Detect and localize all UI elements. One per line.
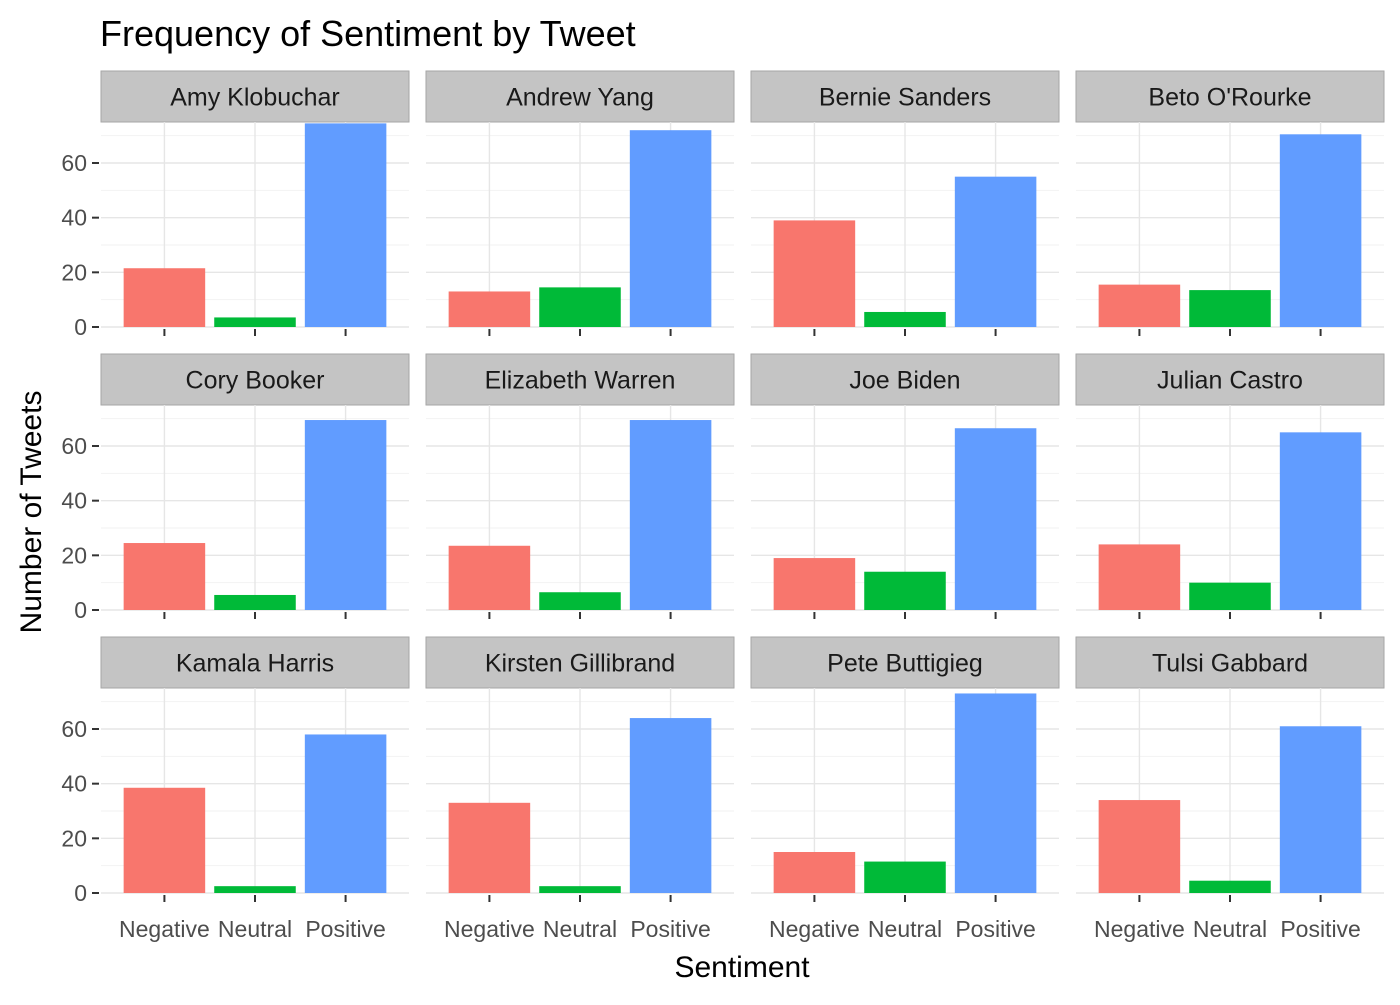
- bar-tulsi-gabbard-neutral: [1189, 880, 1271, 893]
- bar-andrew-yang-negative: [448, 291, 531, 327]
- bar-kamala-harris-neutral: [214, 886, 296, 893]
- facet-strip-beto-o-rourke: [1075, 70, 1385, 123]
- y-tick-label: 40: [61, 771, 87, 797]
- facet-panel-beto-o-rourke: Beto O'Rourke: [1075, 70, 1385, 336]
- facet-strip-andrew-yang: [425, 70, 735, 123]
- facet-label-kirsten-gillibrand: Kirsten Gillibrand: [485, 650, 675, 678]
- facet-strip-tulsi-gabbard: [1075, 636, 1385, 689]
- y-tick-label: 60: [61, 716, 87, 742]
- facet-label-pete-buttigieg: Pete Buttigieg: [827, 650, 983, 678]
- facet-panel-andrew-yang: Andrew Yang: [425, 70, 735, 336]
- bar-cory-booker-negative: [123, 543, 206, 610]
- x-tick-label: Negative: [769, 916, 860, 942]
- facet-panel-cory-booker: Cory Booker 0 20 40 60: [61, 353, 410, 623]
- facet-panel-pete-buttigieg: Pete Buttigieg Negative Neutral Positive: [750, 636, 1060, 942]
- bar-beto-o-rourke-neutral: [1189, 290, 1271, 327]
- facet-label-cory-booker: Cory Booker: [186, 367, 325, 395]
- bar-elizabeth-warren-positive: [629, 420, 712, 610]
- facet-label-beto-o-rourke: Beto O'Rourke: [1148, 84, 1311, 112]
- bar-elizabeth-warren-negative: [448, 545, 531, 610]
- bar-amy-klobuchar-positive: [304, 123, 387, 327]
- facet-label-tulsi-gabbard: Tulsi Gabbard: [1152, 650, 1308, 678]
- bar-beto-o-rourke-positive: [1279, 134, 1362, 327]
- facet-panel-amy-klobuchar: Amy Klobuchar 0 20 40 60: [61, 70, 410, 340]
- x-tick-label: Neutral: [868, 916, 942, 942]
- bar-pete-buttigieg-positive: [954, 693, 1037, 893]
- facet-panels: Amy Klobuchar 0 20 40 60 Andrew Yang Bernie Sa…: [61, 70, 1385, 942]
- bar-pete-buttigieg-negative: [773, 852, 856, 893]
- facet-strip-kamala-harris: [100, 636, 410, 689]
- facet-strip-amy-klobuchar: [100, 70, 410, 123]
- bar-kirsten-gillibrand-neutral: [539, 886, 621, 893]
- bar-julian-castro-positive: [1279, 432, 1362, 610]
- bar-joe-biden-positive: [954, 428, 1037, 610]
- facet-panel-joe-biden: Joe Biden: [750, 353, 1060, 619]
- x-tick-label: Positive: [305, 916, 386, 942]
- facet-panel-kirsten-gillibrand: Kirsten Gillibrand Negative Neutral Positiv…: [425, 636, 735, 942]
- bar-beto-o-rourke-negative: [1098, 284, 1181, 327]
- x-tick-label: Negative: [119, 916, 210, 942]
- bar-kirsten-gillibrand-positive: [629, 718, 712, 893]
- x-tick-label: Neutral: [218, 916, 292, 942]
- bar-joe-biden-neutral: [864, 571, 946, 610]
- bar-kirsten-gillibrand-negative: [448, 802, 531, 893]
- bar-julian-castro-negative: [1098, 544, 1181, 610]
- bar-andrew-yang-positive: [629, 130, 712, 327]
- facet-panel-elizabeth-warren: Elizabeth Warren: [425, 353, 735, 619]
- facet-label-julian-castro: Julian Castro: [1157, 367, 1303, 395]
- facet-label-amy-klobuchar: Amy Klobuchar: [170, 84, 340, 112]
- x-tick-label: Positive: [1280, 916, 1361, 942]
- bar-bernie-sanders-negative: [773, 220, 856, 327]
- bar-kamala-harris-negative: [123, 787, 206, 893]
- bar-tulsi-gabbard-positive: [1279, 726, 1362, 893]
- bar-amy-klobuchar-negative: [123, 268, 206, 327]
- x-tick-label: Negative: [1094, 916, 1185, 942]
- y-axis-title: Number of Tweets: [15, 391, 48, 634]
- x-tick-label: Positive: [630, 916, 711, 942]
- bar-andrew-yang-neutral: [539, 287, 621, 327]
- y-tick-label: 20: [61, 259, 87, 285]
- facet-panel-kamala-harris: Kamala Harris 0 20 40 60 Negative Neutral Posit…: [61, 636, 410, 942]
- x-tick-label: Neutral: [543, 916, 617, 942]
- bar-pete-buttigieg-neutral: [864, 861, 946, 893]
- facet-label-kamala-harris: Kamala Harris: [176, 650, 334, 678]
- y-tick-label: 20: [61, 825, 87, 851]
- y-tick-label: 0: [74, 314, 87, 340]
- x-tick-label: Positive: [955, 916, 1036, 942]
- bar-joe-biden-negative: [773, 558, 856, 610]
- bar-amy-klobuchar-neutral: [214, 317, 296, 327]
- bar-cory-booker-positive: [304, 420, 387, 610]
- y-tick-label: 40: [61, 205, 87, 231]
- facet-label-elizabeth-warren: Elizabeth Warren: [485, 367, 676, 395]
- y-tick-label: 20: [61, 542, 87, 568]
- bar-elizabeth-warren-neutral: [539, 592, 621, 610]
- facet-strip-elizabeth-warren: [425, 353, 735, 406]
- facet-strip-cory-booker: [100, 353, 410, 406]
- facet-label-bernie-sanders: Bernie Sanders: [819, 84, 991, 112]
- bar-tulsi-gabbard-negative: [1098, 800, 1181, 893]
- x-tick-label: Neutral: [1193, 916, 1267, 942]
- facet-label-joe-biden: Joe Biden: [849, 367, 960, 395]
- y-tick-label: 0: [74, 880, 87, 906]
- x-axis-title: Sentiment: [674, 951, 810, 984]
- x-tick-label: Negative: [444, 916, 535, 942]
- bar-bernie-sanders-positive: [954, 176, 1037, 327]
- facet-strip-joe-biden: [750, 353, 1060, 406]
- bar-kamala-harris-positive: [304, 734, 387, 893]
- facet-panel-tulsi-gabbard: Tulsi Gabbard Negative Neutral Positive: [1075, 636, 1385, 942]
- facet-panel-bernie-sanders: Bernie Sanders: [750, 70, 1060, 336]
- facet-panel-julian-castro: Julian Castro: [1075, 353, 1385, 619]
- bar-cory-booker-neutral: [214, 594, 296, 610]
- bar-bernie-sanders-neutral: [864, 311, 946, 327]
- y-tick-label: 0: [74, 597, 87, 623]
- facet-strip-kirsten-gillibrand: [425, 636, 735, 689]
- bar-julian-castro-neutral: [1189, 582, 1271, 610]
- chart-title: Frequency of Sentiment by Tweet: [100, 13, 636, 54]
- facet-label-andrew-yang: Andrew Yang: [506, 84, 654, 112]
- y-tick-label: 60: [61, 150, 87, 176]
- y-tick-label: 60: [61, 433, 87, 459]
- y-tick-label: 40: [61, 488, 87, 514]
